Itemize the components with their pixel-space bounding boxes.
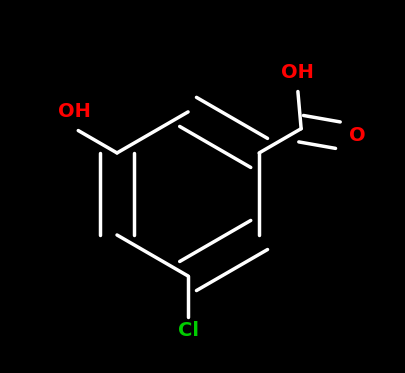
- Text: OH: OH: [58, 102, 91, 121]
- Text: Cl: Cl: [177, 321, 198, 340]
- Text: OH: OH: [281, 63, 313, 82]
- Text: O: O: [348, 126, 365, 145]
